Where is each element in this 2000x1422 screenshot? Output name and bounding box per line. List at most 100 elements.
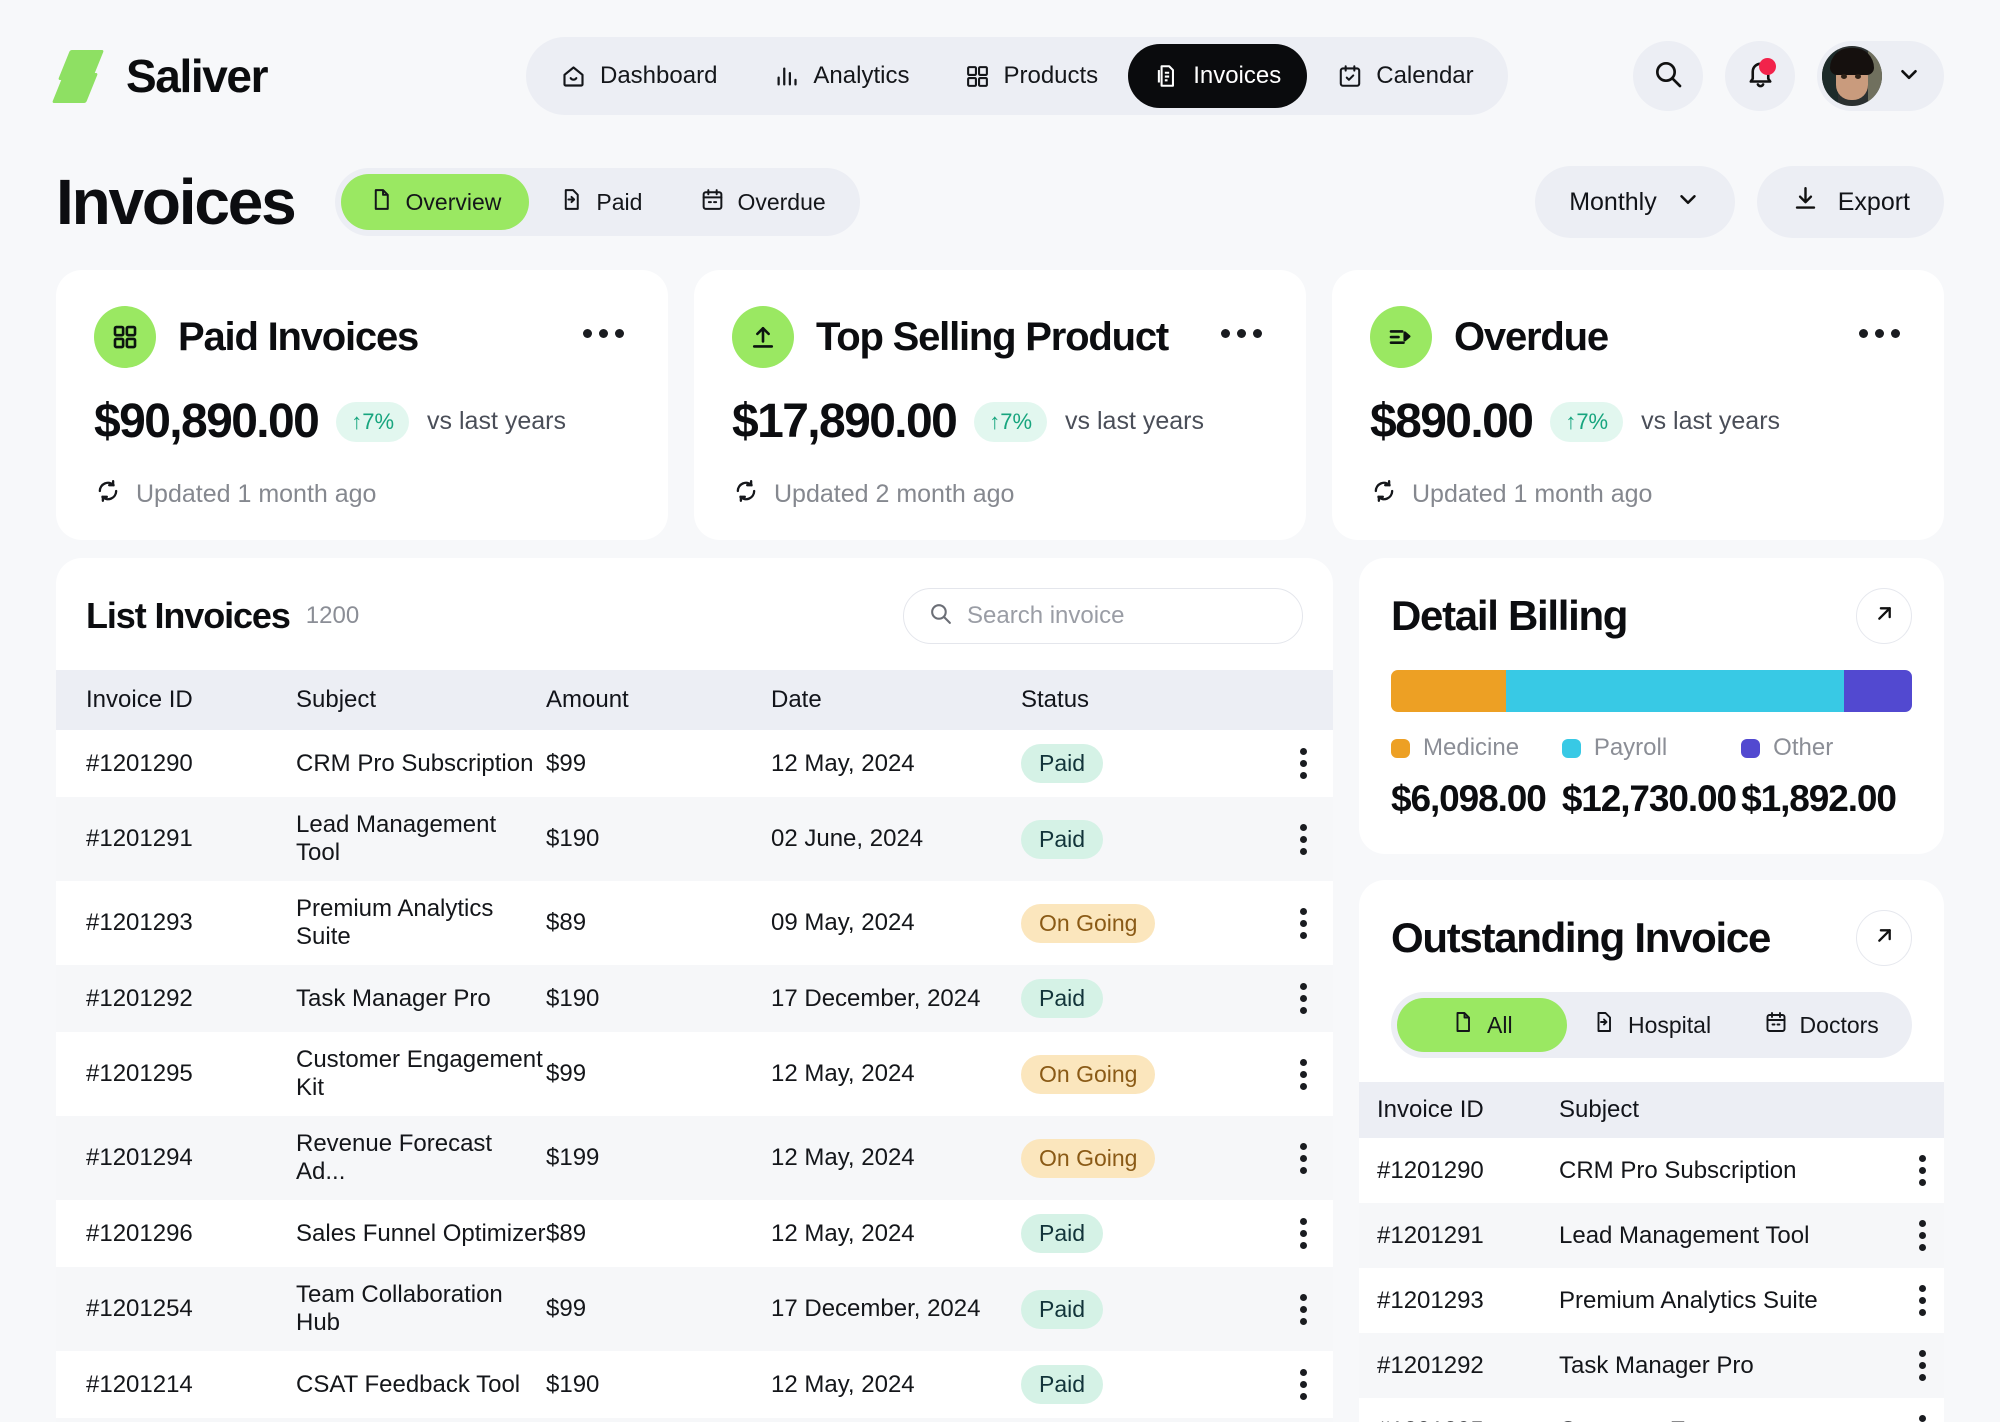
table-row[interactable]: #1201295 Customer Engagement Kit $99 12 May… [56,1032,1333,1116]
outstanding-tab-hospital[interactable]: Hospital [1567,998,1737,1052]
cell-invoice-id: #1201292 [1377,1351,1484,1379]
card-more-button[interactable] [568,298,638,368]
row-menu-button[interactable] [1900,1155,1944,1186]
summary-cards: Paid Invoices $90,890.00 ↑7% vs last yea… [0,252,2000,540]
row-menu-button[interactable] [1900,1220,1944,1251]
list-item[interactable]: #1201291 Lead Management Tool [1359,1203,1944,1268]
detail-billing-expand-button[interactable] [1856,588,1912,644]
nav-item-analytics[interactable]: Analytics [747,44,935,108]
list-invoices-title: List Invoices [86,595,291,636]
row-menu-button[interactable] [1273,1293,1333,1325]
table-row[interactable]: #1201290 CRM Pro Subscription $99 12 May, 2… [56,730,1333,797]
list-item[interactable]: #1201290 CRM Pro Subscription [1359,1138,1944,1203]
row-menu-button[interactable] [1273,748,1333,779]
outstanding-tab-doctors[interactable]: Doctors [1736,998,1906,1052]
column-amount: Amount [546,670,771,730]
cell-actions[interactable] [1273,965,1333,1032]
cell-actions[interactable] [1273,797,1333,881]
row-menu-button[interactable] [1273,907,1333,939]
billing-amount: $12,730.00 [1561,778,1737,819]
table-row[interactable]: #1201296 Sales Funnel Optimizer $89 12 May,… [56,1200,1333,1267]
cell-actions[interactable] [1900,1333,1944,1398]
table-row[interactable]: #1201293 Premium Analytics Suite $89 09 May… [56,881,1333,965]
brand-logo[interactable]: Saliver [51,47,516,105]
cell-subject: CSAT Feedback Tool [296,1370,521,1398]
cell-amount: $89 [546,909,587,936]
period-selector[interactable]: Monthly [1535,166,1735,238]
cell-date: 09 May, 2024 [771,909,915,936]
billing-stacked-bar [1391,670,1912,712]
row-menu-button[interactable] [1273,1058,1333,1090]
row-menu-button[interactable] [1273,1218,1333,1249]
cell-actions[interactable] [1900,1268,1944,1333]
row-menu-button[interactable] [1273,1369,1333,1400]
card-more-button[interactable] [1844,298,1914,368]
nav-item-products[interactable]: Products [939,44,1124,108]
tab-overview[interactable]: Overview [340,174,530,230]
legend-item: Other [1741,734,1912,762]
row-menu-button[interactable] [1273,983,1333,1014]
upload-icon [732,306,794,368]
cell-status: On Going [1021,1116,1273,1200]
cell-invoice-id: #1201295 [1359,1398,1559,1422]
cell-status: Paid [1021,1200,1273,1267]
cell-actions[interactable] [1273,1267,1333,1351]
cell-actions[interactable] [1273,1200,1333,1267]
status-badge: Paid [1021,819,1104,859]
cell-date: 12 May, 2024 [771,1144,915,1171]
stat-card-overdue: Overdue $890.00 ↑7% vs last years Update… [1332,270,1944,540]
row-menu-button[interactable] [1273,823,1333,855]
search-invoice-box[interactable] [903,588,1303,644]
row-menu-button[interactable] [1900,1350,1944,1381]
export-button[interactable]: Export [1756,166,1944,238]
table-row[interactable]: #1201292 Task Manager Pro $190 17 December,… [56,965,1333,1032]
card-more-button[interactable] [1206,298,1276,368]
cell-subject: Sales Funnel Optimizer [296,1219,546,1247]
table-row[interactable]: #1201254 Team Collaboration Hub $99 17 Dece… [56,1267,1333,1351]
list-item[interactable]: #1201293 Premium Analytics Suite [1359,1268,1944,1333]
card-delta-badge: ↑7% [1550,401,1624,442]
nav-label: Calendar [1376,62,1474,89]
status-badge: Paid [1021,1365,1104,1404]
search-button[interactable] [1633,41,1703,111]
cell-actions[interactable] [1273,730,1333,797]
grid-icon [965,64,990,89]
cell-actions[interactable] [1273,881,1333,965]
outstanding-expand-button[interactable] [1856,910,1912,966]
tab-overdue[interactable]: Overdue [672,174,853,230]
nav-item-calendar[interactable]: Calendar [1311,44,1499,108]
table-row[interactable]: #1201291 Lead Management Tool $190 02 June,… [56,797,1333,881]
cell-actions[interactable] [1900,1203,1944,1268]
nav-item-dashboard[interactable]: Dashboard [534,44,743,108]
download-icon [1791,184,1820,220]
user-menu[interactable] [1817,41,1944,111]
cell-invoice-id: #1201296 [86,1219,193,1247]
row-menu-button[interactable] [1900,1415,1944,1422]
outstanding-invoice-title: Outstanding Invoice [1391,914,1771,961]
table-row[interactable]: #1201214 CSAT Feedback Tool $190 12 May, 20… [56,1351,1333,1418]
cell-invoice-id: #1201293 [1377,1286,1484,1314]
tab-paid[interactable]: Paid [531,174,670,230]
cell-subject: Customer Engagement [1559,1398,1900,1422]
cell-actions[interactable] [1273,1116,1333,1200]
cell-actions[interactable] [1900,1398,1944,1422]
nav-item-invoices[interactable]: Invoices [1128,44,1308,108]
status-badge: On Going [1021,1054,1156,1094]
cell-status: On Going [1021,881,1273,965]
row-menu-button[interactable] [1273,1142,1333,1174]
cell-actions[interactable] [1273,1032,1333,1116]
cell-actions[interactable] [1900,1138,1944,1203]
cell-actions[interactable] [1273,1351,1333,1418]
row-menu-button[interactable] [1900,1285,1944,1316]
page-title-row: Invoices Overview Paid Overdue Monthly E… [0,152,2000,252]
outstanding-tab-all[interactable]: All [1397,998,1567,1052]
cell-actions[interactable] [1273,1418,1333,1422]
notifications-button[interactable] [1725,41,1795,111]
list-item[interactable]: #1201292 Task Manager Pro [1359,1333,1944,1398]
table-row[interactable]: #1201294 Revenue Forecast Ad... $199 12 May… [56,1116,1333,1200]
search-input[interactable] [967,602,1278,630]
billing-bar-segment [1391,670,1506,712]
card-delta-badge: ↑7% [336,401,410,442]
